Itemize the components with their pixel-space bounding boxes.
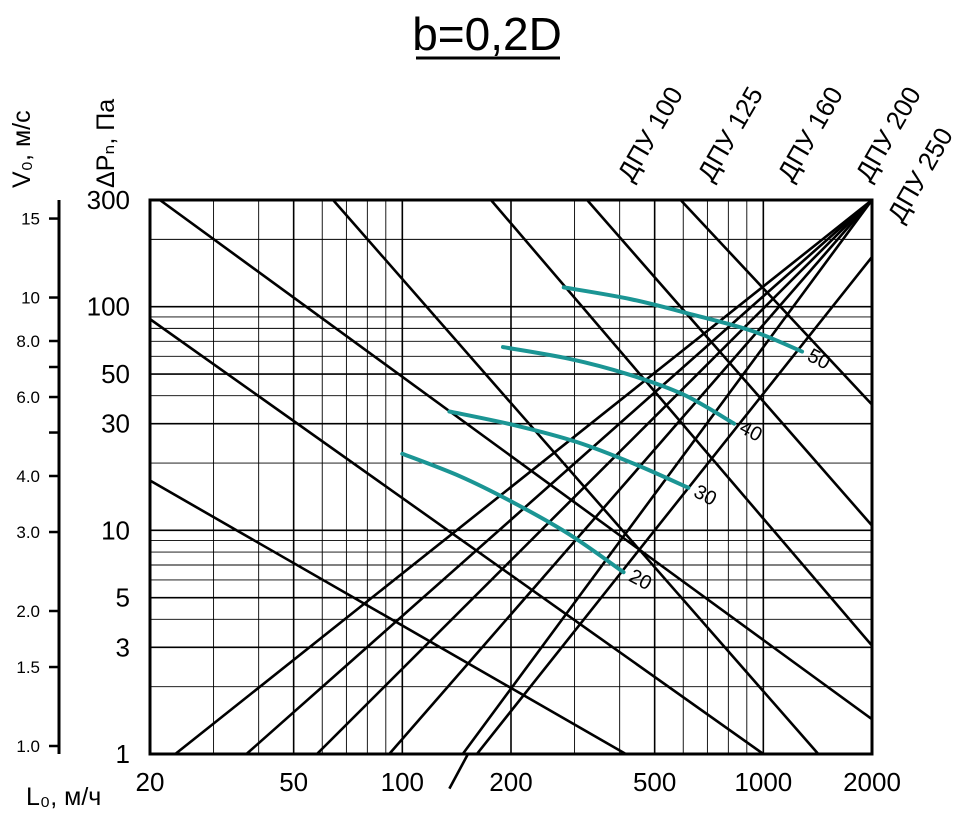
pressure-line [489,200,872,647]
y-tick-label: 1 [116,739,130,769]
model-label: ДПУ 100 [611,81,689,186]
x-tick-label: 500 [633,767,676,797]
y-tick-label: 3 [116,632,130,662]
x-tick-label: 100 [381,767,424,797]
model-label: ДПУ 125 [691,81,769,186]
curve-40 [500,345,737,426]
curve-label-50: 50 [804,345,834,375]
pressure-line [150,318,765,754]
x-tick-labels: 20 50 100 200 500 1000 2000 [136,767,901,797]
pressure-line [332,200,820,754]
y-tick-label: 100 [87,292,130,322]
y-tick-label: 300 [87,185,130,215]
pressure-line [679,200,872,406]
v-tick-label: 4.0 [16,467,40,486]
curve-30 [447,409,691,490]
x-tick-label: 50 [279,767,308,797]
pressure-line [159,200,872,721]
plot-frame [148,198,874,756]
y-tick-label: 30 [101,409,130,439]
y-tick-label: 10 [101,515,130,545]
curve-20 [400,451,626,575]
v-tick-label: 10 [21,289,40,308]
velocity-line [475,256,872,754]
plot-grid [150,200,872,754]
data-curves [400,285,805,790]
v-tick-label: 1.5 [16,658,40,677]
pressure-line [150,479,627,754]
v-tick-label: 3.0 [16,523,40,542]
model-label: ДПУ 160 [771,81,849,186]
x-tick-label: 1000 [734,767,792,797]
velocity-line [245,200,872,754]
x-tick-label: 2000 [843,767,901,797]
velocity-line [388,200,872,754]
nomogram-lines [150,200,872,754]
v-tick-label: 6.0 [16,388,40,407]
curve-label-20: 20 [625,565,655,595]
curve-50 [561,285,805,354]
velocity-line [316,200,872,754]
y-tick-label: 5 [116,583,130,613]
y-tick-label: 50 [101,359,130,389]
y-axis-label: ΔPₙ, Па [92,99,120,188]
y-tick-labels: 300 100 50 30 10 5 3 1 [87,185,130,769]
curve-label-30: 30 [690,481,720,511]
velocity-axis: 15 10 8.0 6.0 4.0 3.0 2.0 1.5 1.0 [16,200,61,756]
velocity-line-extension [448,753,470,790]
v-tick-label: 8.0 [16,332,40,351]
x-tick-label: 200 [489,767,532,797]
chart-title: b=0,2D [412,8,562,60]
v-axis-label: V₀, м/с [8,110,36,188]
v-tick-label: 15 [21,210,40,229]
x-axis-label: L₀, м/ч [26,783,101,811]
v-tick-label: 2.0 [16,602,40,621]
v-tick-label: 1.0 [16,737,40,756]
velocity-line [174,200,872,754]
x-tick-label: 20 [136,767,165,797]
